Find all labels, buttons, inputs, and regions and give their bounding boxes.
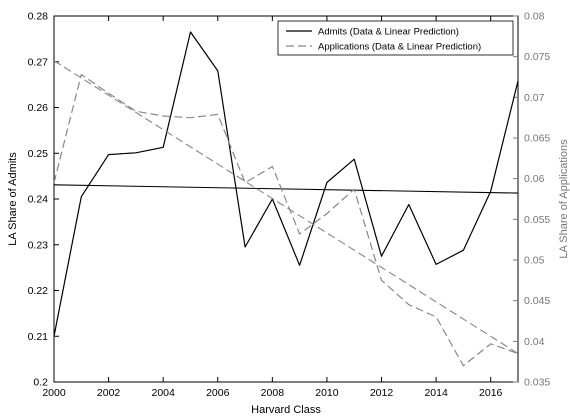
legend-label-admits: Admits (Data & Linear Prediction) — [318, 27, 459, 38]
x-tick-label: 2004 — [151, 387, 175, 399]
y-left-tick-label: 0.21 — [28, 331, 49, 343]
trend-line-admits — [53, 184, 519, 194]
left-y-axis-label: LA Share of Admits — [7, 152, 19, 246]
y-left-tick-label: 0.24 — [28, 194, 49, 206]
y-right-tick-label: 0.06 — [524, 173, 545, 185]
right-y-axis: 0.035 0.04 0.045 0.05 0.055 0.06 0.065 0.07 0.07… — [513, 11, 550, 389]
legend-label-applications: Applications (Data & Linear Prediction) — [318, 42, 481, 53]
y-left-tick-label: 0.2 — [33, 377, 48, 389]
y-left-tick-label: 0.27 — [28, 56, 49, 68]
legend: Admits (Data & Linear Prediction) Applic… — [277, 20, 514, 56]
x-tick-label: 2010 — [315, 387, 339, 399]
x-tick-label: 2014 — [424, 387, 448, 399]
x-tick-label: 2006 — [206, 387, 230, 399]
y-left-tick-label: 0.23 — [28, 239, 49, 251]
y-right-tick-label: 0.08 — [524, 11, 545, 23]
trend-line-applications — [53, 60, 519, 354]
x-tick-label: 2012 — [370, 387, 394, 399]
y-right-tick-label: 0.065 — [524, 133, 550, 145]
right-y-axis-label: LA Share of Applications — [558, 139, 570, 259]
left-y-axis: 0.2 0.21 0.22 0.23 0.24 0.25 0.26 0.27 0.28 — [28, 11, 59, 389]
x-tick-label: 2000 — [42, 387, 66, 399]
y-right-tick-label: 0.045 — [524, 295, 550, 307]
series-layer — [53, 31, 519, 367]
x-tick-label: 2002 — [97, 387, 121, 399]
series-line-applications — [53, 73, 519, 367]
y-left-tick-label: 0.25 — [28, 148, 49, 160]
x-tick-label: 2016 — [479, 387, 503, 399]
y-right-tick-label: 0.04 — [524, 336, 545, 348]
y-right-tick-label: 0.075 — [524, 51, 550, 63]
x-axis: 2000 2002 2004 2006 2008 2010 2012 2014 2016 — [42, 16, 503, 399]
y-left-tick-label: 0.28 — [28, 11, 49, 23]
y-right-tick-label: 0.055 — [524, 214, 550, 226]
y-right-tick-label: 0.05 — [524, 255, 545, 267]
x-tick-label: 2008 — [261, 387, 285, 399]
y-right-tick-label: 0.07 — [524, 92, 545, 104]
y-left-tick-label: 0.22 — [28, 285, 49, 297]
legend-box — [277, 20, 514, 56]
series-line-admits — [53, 31, 519, 337]
y-right-tick-label: 0.035 — [524, 377, 550, 389]
x-axis-label: Harvard Class — [251, 404, 321, 416]
y-left-tick-label: 0.26 — [28, 102, 49, 114]
